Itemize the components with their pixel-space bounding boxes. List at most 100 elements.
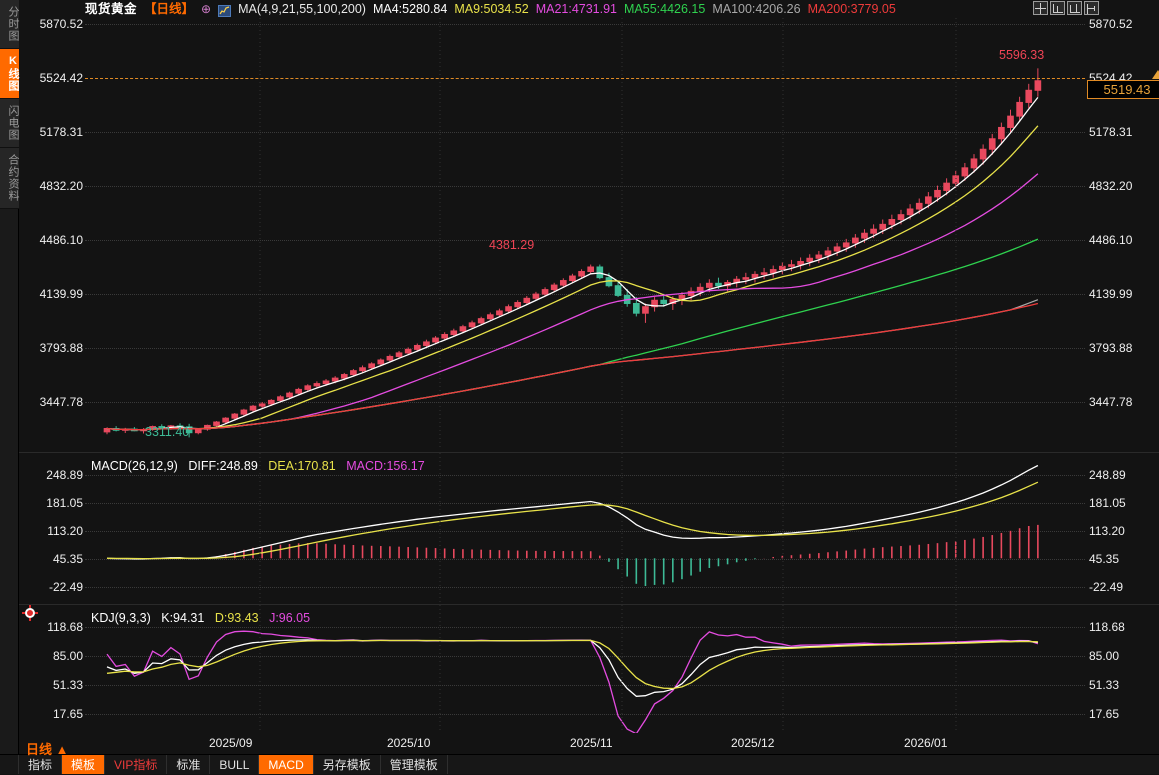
date-label-4: 2026/01	[904, 736, 948, 750]
kdj-y-label-right-2: 51.33	[1089, 678, 1120, 692]
alert-record-icon[interactable]	[22, 605, 38, 621]
macd-dea-value: DEA:170.81	[268, 459, 336, 473]
ma9-value: MA9:5034.52	[454, 2, 529, 16]
price-y-label-right-0: 5870.52	[1089, 17, 1133, 31]
period-low-label: 3311.40	[145, 425, 190, 439]
bottom-toolbar: 指标 模板 VIP指标 标准 BULL MACD 另存模板 管理模板	[0, 754, 1159, 774]
macd-macd-value: MACD:156.17	[346, 459, 425, 473]
price-y-label-right-3: 4832.20	[1089, 179, 1133, 193]
bottom-bar-spacer	[0, 755, 19, 774]
macd-y-label-right-0: 248.89	[1089, 468, 1126, 482]
kdj-title-row: KDJ(9,3,3) K:94.31 D:93.43 J:96.05	[91, 611, 317, 625]
kdj-y-label-left-2: 51.33	[52, 678, 83, 692]
macd-y-label-left-2: 113.20	[47, 524, 83, 538]
btn-indicator[interactable]: 指标	[19, 755, 63, 774]
kdj-j-value: J:96.05	[269, 611, 311, 625]
macd-panel: MACD(26,12,9) DIFF:248.89 DEA:170.81 MAC…	[19, 452, 1159, 603]
price-y-label-left-4: 4486.10	[39, 233, 83, 247]
bar-range-tool-icon[interactable]	[1067, 1, 1082, 15]
last-price-line	[85, 78, 1085, 79]
date-axis: 2025/09 2025/10 2025/11 2025/12 2026/01	[19, 732, 1159, 754]
period-high-label: 5596.33	[999, 48, 1045, 62]
chart-tool-buttons	[1033, 1, 1099, 15]
price-plot[interactable]	[85, 18, 1085, 450]
macd-svg	[106, 453, 1039, 603]
price-panel: 5870.52 5524.42 5178.31 4832.20 4486.10 …	[19, 18, 1159, 450]
bar-tool-icon[interactable]	[1050, 1, 1065, 15]
crosshair-tool-icon[interactable]	[1033, 1, 1048, 15]
jump-right-tool-icon[interactable]	[1084, 1, 1099, 15]
macd-y-label-right-4: -22.49	[1089, 580, 1124, 594]
chart-icon[interactable]	[218, 5, 232, 17]
kdj-plot[interactable]	[85, 605, 1085, 733]
price-y-label-right-6: 3793.88	[1089, 341, 1133, 355]
swing-high-label: 4381.29	[489, 238, 535, 252]
macd-y-label-right-3: 45.35	[1089, 552, 1120, 566]
price-y-label-right-7: 3447.78	[1089, 395, 1133, 409]
ma-formula: MA(4,9,21,55,100,200)	[238, 2, 366, 16]
sidebar-tab-contract-info[interactable]: 合约资料	[0, 148, 19, 209]
chart-workspace: 现货黄金 【日线】 ⊕ MA(4,9,21,55,100,200) MA4:52…	[19, 0, 1159, 774]
crosshair-icon[interactable]: ⊕	[201, 2, 212, 16]
kdj-panel: KDJ(9,3,3) K:94.31 D:93.43 J:96.05 118.6…	[19, 604, 1159, 733]
ma21-value: MA21:4731.91	[535, 2, 617, 16]
price-y-label-right-4: 4486.10	[1089, 233, 1133, 247]
macd-y-label-left-1: 181.05	[46, 496, 83, 510]
kdj-y-label-right-1: 85.00	[1089, 649, 1120, 663]
price-y-label-left-6: 3793.88	[39, 341, 83, 355]
btn-template[interactable]: 模板	[62, 755, 106, 774]
macd-y-label-right-1: 181.05	[1089, 496, 1126, 510]
macd-title-row: MACD(26,12,9) DIFF:248.89 DEA:170.81 MAC…	[91, 459, 432, 473]
last-price-badge: 5519.43	[1087, 80, 1159, 99]
btn-vip-indicator[interactable]: VIP指标	[105, 755, 168, 774]
price-svg	[103, 18, 1042, 450]
date-label-0: 2025/09	[209, 736, 253, 750]
macd-y-label-left-3: 45.35	[52, 552, 83, 566]
price-y-label-right-5: 4139.99	[1089, 287, 1133, 301]
price-y-label-left-3: 4832.20	[39, 179, 83, 193]
macd-formula: MACD(26,12,9)	[91, 459, 178, 473]
kdj-d-value: D:93.43	[214, 611, 259, 625]
macd-y-label-left-0: 248.89	[46, 468, 83, 482]
chart-header: 现货黄金 【日线】 ⊕ MA(4,9,21,55,100,200) MA4:52…	[19, 0, 1159, 18]
btn-bull[interactable]: BULL	[210, 755, 260, 774]
kdj-formula: KDJ(9,3,3)	[91, 611, 151, 625]
macd-plot[interactable]	[85, 453, 1085, 603]
period-tag[interactable]: 日线 ▲	[26, 742, 69, 757]
btn-save-template[interactable]: 另存模板	[314, 755, 381, 774]
macd-y-label-left-4: -22.49	[48, 580, 83, 594]
btn-standard[interactable]: 标准	[167, 755, 211, 774]
rail-filler	[0, 209, 18, 774]
ma4-value: MA4:5280.84	[372, 2, 448, 16]
symbol-period: 【日线】	[144, 2, 195, 16]
kdj-k-value: K:94.31	[161, 611, 205, 625]
kdj-y-label-right-0: 118.68	[1089, 620, 1125, 634]
ma200-value: MA200:3779.05	[807, 2, 896, 16]
macd-y-label-right-2: 113.20	[1089, 524, 1125, 538]
price-y-label-left-7: 3447.78	[39, 395, 83, 409]
symbol-name: 现货黄金	[85, 2, 138, 16]
ma100-value: MA100:4206.26	[712, 2, 801, 16]
price-up-arrow-icon	[1152, 70, 1159, 79]
left-tab-rail: 分时图 K线图 闪电图 合约资料	[0, 0, 19, 774]
ma55-value: MA55:4426.15	[624, 2, 706, 16]
macd-diff-value: DIFF:248.89	[188, 459, 258, 473]
price-y-label-left-0: 5870.52	[39, 17, 83, 31]
sidebar-tab-timeshare[interactable]: 分时图	[0, 0, 19, 49]
kdj-y-label-left-0: 118.68	[47, 620, 83, 634]
kdj-y-label-left-3: 17.65	[52, 707, 83, 721]
price-y-label-left-5: 4139.99	[39, 287, 83, 301]
price-y-label-left-2: 5178.31	[39, 125, 83, 139]
date-label-1: 2025/10	[387, 736, 431, 750]
kdj-y-label-left-1: 85.00	[52, 649, 83, 663]
btn-manage-template[interactable]: 管理模板	[381, 755, 448, 774]
price-y-label-right-2: 5178.31	[1089, 125, 1133, 139]
btn-macd[interactable]: MACD	[259, 755, 314, 774]
sidebar-tab-kline[interactable]: K线图	[0, 49, 19, 99]
date-label-3: 2025/12	[731, 736, 775, 750]
kdj-svg	[106, 605, 1039, 733]
price-y-label-left-1: 5524.42	[39, 71, 83, 85]
sidebar-tab-lightning[interactable]: 闪电图	[0, 99, 19, 148]
date-label-2: 2025/11	[570, 736, 613, 750]
kdj-y-label-right-3: 17.65	[1089, 707, 1120, 721]
